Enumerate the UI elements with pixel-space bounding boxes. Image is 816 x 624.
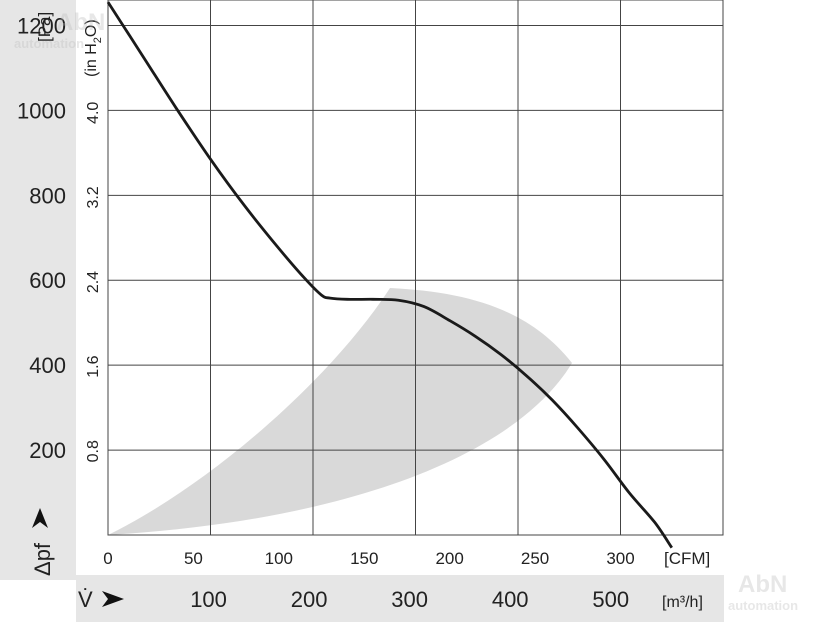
y-tick-label: 800 bbox=[29, 183, 66, 208]
x-top-tick-label: 200 bbox=[435, 549, 463, 568]
x-top-tick-label: 50 bbox=[184, 549, 203, 568]
y-inner-tick-labels: 0.8 1.6 2.4 3.2 4.0 bbox=[85, 102, 102, 463]
x-top-tick-labels: 0 50 100 150 200 250 300 bbox=[103, 549, 634, 568]
x-top-tick-label: 300 bbox=[606, 549, 634, 568]
x-top-tick-label: 250 bbox=[521, 549, 549, 568]
pressure-curve bbox=[106, 1, 673, 549]
y-axis-arrow-icon bbox=[32, 508, 48, 528]
y-tick-label: 1000 bbox=[17, 98, 66, 123]
x-bottom-tick-label: 100 bbox=[190, 587, 227, 612]
x-bottom-tick-labels: 100 200 300 400 500 bbox=[190, 587, 629, 612]
grid-lines bbox=[108, 0, 723, 535]
y-unit-pa: [Pa] bbox=[35, 12, 54, 42]
x-top-tick-label: 150 bbox=[350, 549, 378, 568]
x-top-tick-label: 0 bbox=[103, 549, 112, 568]
bottom-axis-band bbox=[76, 575, 724, 622]
y-axis-symbol: Δpf bbox=[30, 542, 55, 576]
x-bottom-unit: [m³/h] bbox=[662, 594, 703, 611]
x-bottom-tick-label: 500 bbox=[592, 587, 629, 612]
y-inner-tick-label: 3.2 bbox=[85, 186, 102, 208]
x-bottom-tick-label: 400 bbox=[492, 587, 529, 612]
x-bottom-tick-label: 200 bbox=[291, 587, 328, 612]
svg-text:automation: automation bbox=[728, 598, 798, 613]
y-inner-tick-label: 1.6 bbox=[85, 355, 102, 377]
x-bottom-symbol: V̇ bbox=[78, 587, 93, 612]
y-tick-labels: 200 400 600 800 1000 1200 bbox=[17, 13, 66, 463]
y-unit-inh2o: (in H2O) bbox=[83, 19, 104, 77]
y-tick-label: 200 bbox=[29, 438, 66, 463]
x-top-tick-label: 100 bbox=[265, 549, 293, 568]
y-tick-label: 600 bbox=[29, 268, 66, 293]
y-inner-tick-label: 0.8 bbox=[85, 440, 102, 462]
watermark-top: AbN automation bbox=[14, 9, 105, 51]
y-inner-tick-label: 4.0 bbox=[85, 102, 102, 124]
x-axis-arrow-icon bbox=[102, 591, 124, 607]
svg-text:AbN: AbN bbox=[56, 9, 105, 36]
left-axis-band bbox=[0, 0, 76, 580]
plot-frame bbox=[107, 0, 724, 536]
svg-text:automation: automation bbox=[14, 36, 84, 51]
y-inner-tick-label: 2.4 bbox=[85, 271, 102, 293]
x-bottom-tick-label: 300 bbox=[391, 587, 428, 612]
x-top-unit: [CFM] bbox=[664, 549, 710, 568]
watermark-bottom: AbN automation bbox=[728, 571, 798, 613]
y-tick-label: 1200 bbox=[17, 13, 66, 38]
y-tick-label: 400 bbox=[29, 353, 66, 378]
svg-text:AbN: AbN bbox=[738, 571, 787, 598]
operating-region bbox=[108, 288, 572, 535]
